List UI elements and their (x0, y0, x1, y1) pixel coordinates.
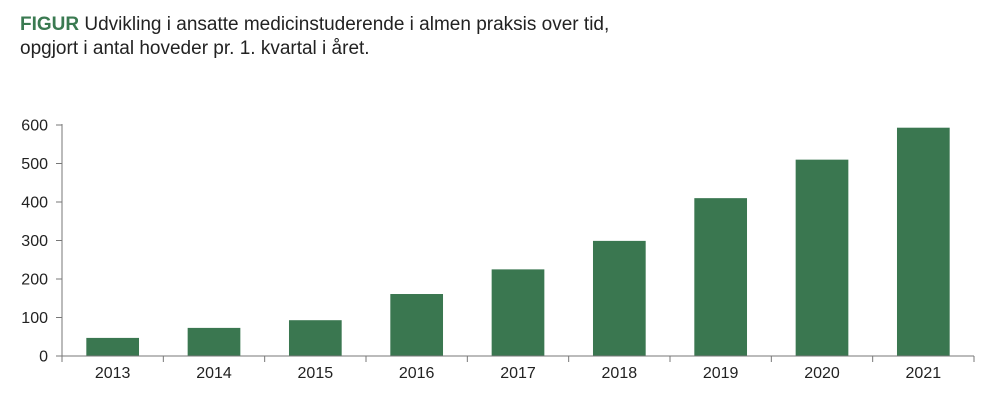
figure-label: FIGUR (20, 14, 80, 35)
x-tick-label-2018: 2018 (602, 365, 638, 382)
y-tick-label: 300 (21, 233, 48, 250)
x-tick-label-2020: 2020 (804, 365, 840, 382)
bar-2021 (896, 127, 950, 356)
bar-2020 (795, 159, 849, 356)
bar-2019 (694, 198, 748, 356)
bar-2016 (390, 294, 444, 356)
bar-2018 (592, 240, 646, 356)
y-tick-label: 400 (21, 195, 48, 212)
x-tick-label-2016: 2016 (399, 365, 435, 382)
title-line-1: Udvikling i ansatte medicinstuderende i … (84, 14, 610, 35)
y-tick-label: 500 (21, 156, 48, 173)
bars (86, 127, 950, 356)
x-tick-label-2019: 2019 (703, 365, 739, 382)
y-tick-label: 600 (21, 118, 48, 135)
x-tick-label-2021: 2021 (906, 365, 942, 382)
bar-2014 (187, 327, 241, 356)
y-tick-label: 0 (39, 349, 48, 366)
x-axis: 2013 2014 2015 2016 2017 2018 2019 2020 2021 (61, 355, 975, 382)
y-axis: 0 100 200 300 400 500 600 (21, 118, 63, 366)
x-tick-label-2013: 2013 (95, 365, 131, 382)
y-tick-label: 200 (21, 272, 48, 289)
chart-title: FIGUR Udvikling i ansatte medicinstudere… (20, 13, 920, 61)
title-line-2: opgjort i antal hoveder pr. 1. kvartal i… (20, 38, 370, 59)
bar-2017 (491, 269, 545, 356)
y-tick-label: 100 (21, 310, 48, 327)
x-tick-label-2015: 2015 (298, 365, 334, 382)
bar-2015 (288, 320, 342, 356)
x-tick-label-2014: 2014 (196, 365, 232, 382)
bar-2013 (86, 337, 140, 356)
x-tick-label-2017: 2017 (500, 365, 536, 382)
